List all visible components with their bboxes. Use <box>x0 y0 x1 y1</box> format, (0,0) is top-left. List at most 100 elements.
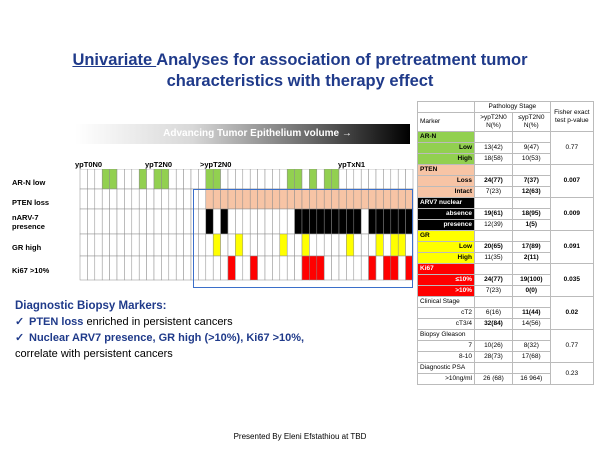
table-group-label: GR <box>417 230 475 242</box>
heatmap-cell <box>161 208 170 235</box>
table-cell: 14(56) <box>511 318 551 330</box>
heatmap-cell <box>183 233 192 257</box>
heatmap-cell <box>368 255 377 281</box>
heatmap-cell <box>124 255 133 281</box>
heatmap-cell <box>131 233 140 257</box>
header-blank <box>417 101 475 113</box>
heatmap-cell <box>198 169 207 190</box>
heatmap-cell <box>264 233 273 257</box>
heatmap-cell <box>131 169 140 190</box>
table-cell: 7(23) <box>474 285 513 297</box>
heatmap-cell <box>294 233 303 257</box>
heatmap-cell <box>94 188 103 210</box>
header-fisher: Fisher exact test p-value <box>549 101 595 132</box>
heatmap-cell <box>101 208 110 235</box>
table-row-label: ≤10% <box>417 274 475 286</box>
heatmap-cell <box>161 233 170 257</box>
row-label-narv7: nARV-7 presence <box>12 213 45 231</box>
table-row-label: >10% <box>417 285 475 297</box>
heatmap-cell <box>264 208 273 235</box>
heatmap-cell <box>353 169 362 190</box>
heatmap-cell <box>212 255 221 281</box>
heatmap-cell <box>294 255 303 281</box>
table-cell: 12(39) <box>474 219 513 231</box>
heatmap-cell <box>87 188 96 210</box>
heatmap-cell <box>198 255 207 281</box>
heatmap-cell <box>383 255 392 281</box>
table-p-value: 0.035 <box>549 263 595 297</box>
heatmap-cell <box>153 188 162 210</box>
markers-heading: Diagnostic Biopsy Markers: <box>15 300 167 312</box>
heatmap-cell <box>360 208 369 235</box>
check-icon: ✓ <box>15 316 25 328</box>
bullet-bold: PTEN loss <box>29 316 84 328</box>
table-row-label: presence <box>417 219 475 231</box>
table-group-row: ARV7 nuclear 0.009 <box>417 197 595 231</box>
heatmap-cell <box>405 169 414 190</box>
table-p-value: 0.23 <box>549 362 595 385</box>
heatmap-cell <box>353 188 362 210</box>
heatmap-cell <box>227 208 236 235</box>
heatmap-cell <box>220 188 229 210</box>
heatmap-cell <box>138 188 147 210</box>
heatmap-cell <box>405 255 414 281</box>
heatmap-cell <box>168 169 177 190</box>
heatmap-cell <box>309 255 318 281</box>
table-cell-empty <box>474 164 513 176</box>
heatmap-cell <box>286 233 295 257</box>
table-cell-empty <box>474 362 513 374</box>
heatmap-cell <box>146 188 155 210</box>
heatmap-cell <box>183 188 192 210</box>
table-cell: 12(63) <box>511 186 551 198</box>
heatmap-cell <box>405 188 414 210</box>
heatmap-cell <box>161 169 170 190</box>
heatmap-cell <box>331 169 340 190</box>
table-group-label: AR-N <box>417 131 475 143</box>
stage-label: ypT0N0 <box>75 160 103 169</box>
heatmap-cell <box>242 233 251 257</box>
heatmap-cell <box>94 208 103 235</box>
heatmap-cell <box>368 188 377 210</box>
table-row: absence 19(61) 18(95) <box>417 208 594 220</box>
row-label-gr: GR high <box>12 243 42 252</box>
heatmap-cell <box>79 169 88 190</box>
heatmap-cell <box>279 188 288 210</box>
heatmap-cell <box>309 188 318 210</box>
table-row: Loss 24(77) 7(37) <box>417 175 594 187</box>
header-col2: ≤ypT2N0 N(%) <box>511 112 551 132</box>
table-cell: 11(44) <box>511 307 551 319</box>
heatmap-cell <box>198 208 207 235</box>
heatmap-cell <box>124 208 133 235</box>
presenter-footer: Presented By Eleni Efstathiou at TBD <box>233 432 367 441</box>
heatmap-cell <box>212 188 221 210</box>
table-header-row: Pathology Stage Fisher exact test p-valu… <box>417 101 595 132</box>
heatmap-cell <box>316 233 325 257</box>
heatmap-cell <box>235 208 244 235</box>
gradient-label: Advancing Tumor Epithelium volume → <box>163 128 352 139</box>
heatmap-cell <box>301 169 310 190</box>
heatmap-cell <box>212 208 221 235</box>
heatmap-cell <box>383 169 392 190</box>
heatmap-cell <box>146 233 155 257</box>
heatmap-cell <box>101 188 110 210</box>
heatmap-cell <box>87 233 96 257</box>
bullet-text: enriched in persistent cancers <box>83 316 233 328</box>
fisher-exact-test-table: Pathology Stage Fisher exact test p-valu… <box>417 101 595 385</box>
table-row-label: High <box>417 153 475 165</box>
table-group-row: PTEN 0.007 <box>417 164 595 198</box>
table-row: presence 12(39) 1(5) <box>417 219 594 231</box>
heatmap-cell <box>212 233 221 257</box>
heatmap-cell <box>79 208 88 235</box>
heatmap-cell <box>309 208 318 235</box>
heatmap-cell <box>175 255 184 281</box>
heatmap-cell <box>272 233 281 257</box>
table-group-row: Biopsy Gleason 0.77 <box>417 329 595 363</box>
heatmap-cell <box>175 208 184 235</box>
table-row-label: Intact <box>417 186 475 198</box>
heatmap-cell <box>220 255 229 281</box>
table-cell: 7(37) <box>511 175 551 187</box>
heatmap-cell <box>146 208 155 235</box>
heatmap-cell <box>353 233 362 257</box>
table-cell: 6(16) <box>474 307 513 319</box>
heatmap-cell <box>264 255 273 281</box>
